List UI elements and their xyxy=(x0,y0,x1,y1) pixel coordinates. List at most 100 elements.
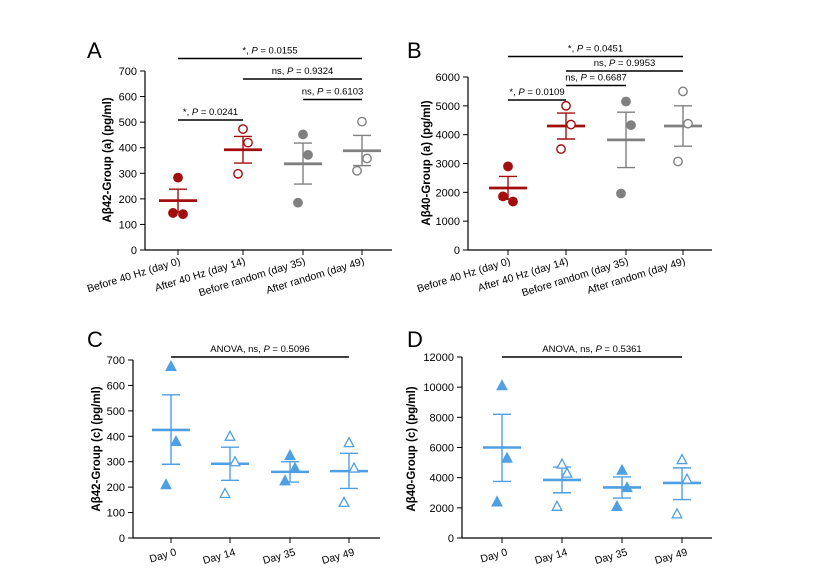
panel-c-data-point xyxy=(165,359,177,372)
panel-c: C Aβ42-Group (c) (pg/ml) 0 100 200 300 400 50… xyxy=(87,327,380,567)
panel-b-significance-label: ns, P = 0.6687 xyxy=(565,73,627,84)
panel-a-data-point xyxy=(243,137,253,148)
panel-b-x-tick-label: After random (day 49) xyxy=(586,255,687,296)
panel-d-data-point xyxy=(681,472,693,484)
panel-a-significance-label: ns, P = 0.6103 xyxy=(302,87,364,98)
panel-d-y-tick-label: 4000 xyxy=(430,473,454,485)
panel-d-data-point xyxy=(551,499,563,511)
panel-b-letter: B xyxy=(407,38,422,63)
panel-a-y-tick-label: 200 xyxy=(119,194,137,206)
panel-c-x-tick-label: Day 49 xyxy=(321,546,356,567)
panel-c-y-tick-label: 0 xyxy=(119,533,125,545)
panel-a-y-tick-label: 500 xyxy=(119,117,137,129)
panel-a-significance-label: *, P = 0.0241 xyxy=(183,107,238,118)
panel-d-y-tick-label: 8000 xyxy=(430,412,454,424)
panel-d-data-point xyxy=(671,507,683,519)
panel-a-data-point xyxy=(168,208,178,218)
panel-b-data-point xyxy=(503,161,513,172)
panel-d-y-tick-label: 10000 xyxy=(423,382,454,394)
panel-c-x-tick-label: Day 14 xyxy=(202,546,237,567)
panel-b-data-point xyxy=(626,120,636,131)
panel-a-data-point xyxy=(238,124,248,134)
panel-d-letter: D xyxy=(407,327,423,352)
panel-a-data-point xyxy=(233,168,243,179)
panel-d-data-point xyxy=(556,457,568,469)
panel-c-data-point xyxy=(160,478,172,490)
panel-a-y-tick-label: 700 xyxy=(119,66,137,78)
panel-d-data-point xyxy=(491,495,503,507)
panel-b-y-tick-label: 4000 xyxy=(436,130,460,142)
panel-b-data-point xyxy=(561,100,571,111)
panel-c-data-point xyxy=(338,496,350,508)
panel-c-data-point xyxy=(224,429,236,441)
panel-a-significance-label: *, P = 0.0155 xyxy=(242,46,297,57)
panel-b-data-point xyxy=(566,119,576,130)
panel-c-ylabel: Aβ42-Group (c) (pg/ml) xyxy=(91,386,103,511)
panel-d-data-point xyxy=(616,463,628,475)
panel-c-data-point xyxy=(284,448,296,461)
panel-d-data-point xyxy=(621,481,633,493)
panel-d: D Aβ40-Group (c) (pg/ml) 0 2000 4000 6000 80… xyxy=(406,327,712,567)
panel-a-letter: A xyxy=(87,38,102,63)
panel-a-data-point xyxy=(352,165,362,176)
panel-b-significance-label: *, P = 0.0109 xyxy=(509,87,564,98)
panel-c-y-tick-label: 600 xyxy=(107,380,125,392)
panel-b-significance-label: ns, P = 0.9953 xyxy=(594,58,656,69)
panel-c-significance-label: ANOVA, ns, P = 0.5096 xyxy=(210,344,309,355)
panel-b-y-tick-label: 6000 xyxy=(436,72,460,84)
panel-a: A Aβ42-Group (a) (pg/ml) 0 100 200 300 400 50… xyxy=(86,38,392,299)
panel-d-y-tick-label: 2000 xyxy=(430,503,454,515)
panel-d-x-tick-label: Day 14 xyxy=(534,546,569,567)
panel-a-data-point xyxy=(293,197,303,208)
panel-b-y-tick-label: 1000 xyxy=(436,216,460,228)
panel-d-data-point xyxy=(496,379,508,391)
panel-b-y-tick-label: 5000 xyxy=(436,101,460,113)
panel-b-x-tick-label: Before 40 Hz (day 0) xyxy=(416,255,512,295)
panel-a-significance-label: ns, P = 0.9324 xyxy=(272,66,334,77)
panel-a-ylabel: Aβ42-Group (a) (pg/ml) xyxy=(102,97,114,222)
panel-d-x-tick-label: Day 49 xyxy=(654,546,689,567)
panel-a-y-tick-label: 300 xyxy=(119,168,137,180)
panel-c-data-point xyxy=(343,436,355,448)
panel-c-letter: C xyxy=(87,327,103,352)
panel-c-data-point xyxy=(279,474,291,486)
panel-b-data-point xyxy=(683,118,693,129)
panel-c-y-tick-label: 700 xyxy=(107,355,125,367)
panel-d-ylabel: Aβ40-Group (c) (pg/ml) xyxy=(406,386,418,511)
panel-b-data-point xyxy=(616,188,626,199)
panel-b-data-point xyxy=(498,191,508,202)
panel-d-y-tick-label: 0 xyxy=(448,533,454,545)
panel-c-x-tick-label: Day 0 xyxy=(148,546,178,565)
panel-d-data-point xyxy=(676,453,688,465)
panel-b-data-point xyxy=(673,156,683,167)
panel-c-x-tick-label: Day 35 xyxy=(262,546,297,567)
panel-b-data-point xyxy=(621,96,631,107)
panel-c-y-tick-label: 400 xyxy=(107,431,125,443)
panel-d-data-point xyxy=(501,451,513,463)
panel-a-y-tick-label: 100 xyxy=(119,219,137,231)
panel-b-y-tick-label: 2000 xyxy=(436,187,460,199)
panel-a-data-point xyxy=(173,172,183,183)
panel-c-data-point xyxy=(219,487,231,499)
panel-a-y-tick-label: 400 xyxy=(119,143,137,155)
panel-b-data-point xyxy=(556,144,566,154)
panel-b-ylabel: Aβ40-Group (a) (pg/ml) xyxy=(421,100,433,225)
panel-c-y-tick-label: 100 xyxy=(107,508,125,520)
panel-c-data-point xyxy=(289,461,301,473)
panel-d-y-tick-label: 6000 xyxy=(430,443,454,455)
panel-b-significance-label: *, P = 0.0451 xyxy=(568,44,623,55)
panel-d-significance-label: ANOVA, ns, P = 0.5361 xyxy=(542,344,641,355)
panel-c-data-point xyxy=(170,434,182,447)
panel-a-y-tick-label: 0 xyxy=(131,245,137,257)
panel-b-data-point xyxy=(508,196,518,207)
panel-d-data-point xyxy=(561,466,573,478)
panel-d-x-tick-label: Day 35 xyxy=(594,546,629,567)
panel-a-data-point xyxy=(303,149,313,160)
panel-c-y-tick-label: 200 xyxy=(107,482,125,494)
panel-a-data-point xyxy=(357,116,367,127)
panel-d-x-tick-label: Day 0 xyxy=(479,546,509,565)
panel-c-y-tick-label: 300 xyxy=(107,457,125,469)
panel-b-y-tick-label: 3000 xyxy=(436,159,460,171)
panel-c-y-tick-label: 500 xyxy=(107,406,125,418)
